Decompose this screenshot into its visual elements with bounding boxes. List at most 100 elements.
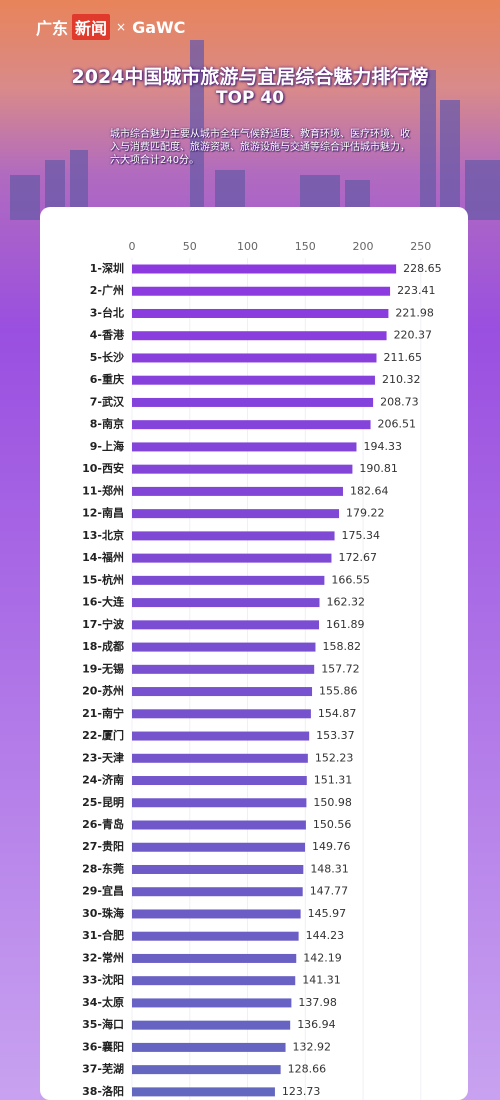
value-label: 194.33 [363, 440, 402, 453]
value-label: 206.51 [378, 418, 417, 431]
value-label: 150.98 [313, 796, 352, 809]
bar [132, 620, 320, 630]
bar [132, 1065, 281, 1075]
value-label: 145.97 [308, 907, 347, 920]
value-label: 223.41 [397, 284, 436, 297]
value-label: 155.86 [319, 685, 358, 698]
value-label: 210.32 [382, 373, 421, 386]
bar [132, 1042, 286, 1052]
bar [132, 664, 315, 674]
y-tick-label: 32-常州 [82, 950, 124, 964]
bar [132, 264, 397, 274]
bar [132, 998, 292, 1008]
value-label: 182.64 [350, 484, 389, 497]
y-tick-label: 12-南昌 [82, 506, 124, 520]
bar [132, 798, 307, 808]
value-label: 136.94 [297, 1018, 336, 1031]
y-tick-label: 10-西安 [82, 461, 124, 475]
x-tick-label: 150 [295, 240, 316, 253]
y-tick-label: 30-珠海 [82, 906, 124, 920]
bar [132, 286, 391, 296]
y-tick-label: 25-昆明 [82, 796, 124, 809]
bar [132, 553, 332, 563]
y-tick-label: 14-福州 [82, 550, 124, 564]
x-tick-label: 50 [183, 240, 197, 253]
y-tick-label: 8-南京 [90, 417, 124, 431]
value-label: 179.22 [346, 507, 385, 520]
value-label: 157.72 [321, 662, 360, 675]
value-label: 208.73 [380, 395, 419, 408]
y-tick-label: 9-上海 [90, 439, 124, 453]
y-tick-label: 27-贵阳 [82, 839, 124, 853]
value-label: 221.98 [395, 306, 434, 319]
bar [132, 308, 389, 318]
y-tick-label: 4-香港 [90, 328, 125, 342]
value-label: 128.66 [288, 1063, 327, 1076]
bar [132, 776, 307, 786]
value-label: 123.73 [282, 1085, 321, 1098]
value-label: 147.77 [310, 885, 349, 898]
value-label: 175.34 [342, 529, 381, 542]
y-tick-label: 19-无锡 [82, 661, 124, 675]
y-tick-label: 6-重庆 [90, 372, 124, 386]
value-label: 132.92 [293, 1040, 332, 1053]
value-label: 172.67 [338, 551, 377, 564]
value-label: 228.65 [403, 262, 442, 275]
value-label: 152.23 [315, 751, 354, 764]
bar [132, 397, 374, 407]
y-tick-label: 3-台北 [90, 305, 124, 319]
value-label: 190.81 [359, 462, 398, 475]
y-tick-label: 15-杭州 [82, 572, 124, 586]
bar [132, 598, 320, 608]
brand: 广东 新闻 × GaWC [36, 14, 185, 40]
bar [132, 486, 343, 496]
y-tick-label: 22-厦门 [82, 728, 124, 742]
chart-card [40, 207, 468, 1100]
y-tick-label: 35-海口 [82, 1017, 124, 1031]
bar [132, 731, 310, 741]
x-tick-label: 0 [129, 240, 136, 253]
bar [132, 953, 297, 963]
value-label: 154.87 [318, 707, 357, 720]
brand-joiner: × [116, 20, 127, 34]
bar [132, 909, 301, 919]
value-label: 220.37 [394, 329, 433, 342]
bar [132, 442, 357, 452]
bar [132, 931, 299, 941]
y-tick-label: 37-芜湖 [82, 1062, 124, 1076]
x-tick-label: 200 [353, 240, 374, 253]
y-tick-label: 26-青岛 [82, 817, 124, 831]
description: 城市综合魅力主要从城市全年气候舒适度、教育环境、医疗环境、收入与消费匹配度、旅游… [110, 129, 410, 166]
bar [132, 976, 296, 986]
value-label: 161.89 [326, 618, 365, 631]
value-label: 137.98 [298, 996, 337, 1009]
y-tick-label: 23-天津 [82, 750, 124, 764]
y-tick-label: 18-成都 [82, 639, 124, 653]
bar [132, 864, 304, 874]
y-tick-label: 2-广州 [90, 283, 124, 297]
y-tick-label: 31-合肥 [82, 928, 124, 942]
bar [132, 509, 340, 519]
bar [132, 375, 375, 385]
bar [132, 1020, 291, 1030]
y-tick-label: 36-襄阳 [82, 1039, 124, 1053]
bar [132, 887, 303, 897]
chart-title: 2024中国城市旅游与宜居综合魅力排行榜 [71, 66, 429, 88]
bar [132, 820, 306, 830]
y-tick-label: 7-武汉 [90, 394, 125, 408]
value-label: 158.82 [322, 640, 361, 653]
bar [132, 353, 377, 363]
y-tick-label: 28-东莞 [82, 861, 124, 875]
y-tick-label: 17-宁波 [82, 617, 125, 631]
value-label: 149.76 [312, 840, 351, 853]
bar [132, 464, 353, 474]
brand-name: 广东 [36, 19, 69, 38]
value-label: 153.37 [316, 729, 355, 742]
y-tick-label: 33-沈阳 [82, 973, 124, 987]
y-tick-label: 16-大连 [82, 595, 125, 609]
x-tick-label: 100 [237, 240, 258, 253]
value-label: 142.19 [303, 951, 342, 964]
value-label: 141.31 [302, 974, 341, 987]
value-label: 166.55 [331, 573, 370, 586]
